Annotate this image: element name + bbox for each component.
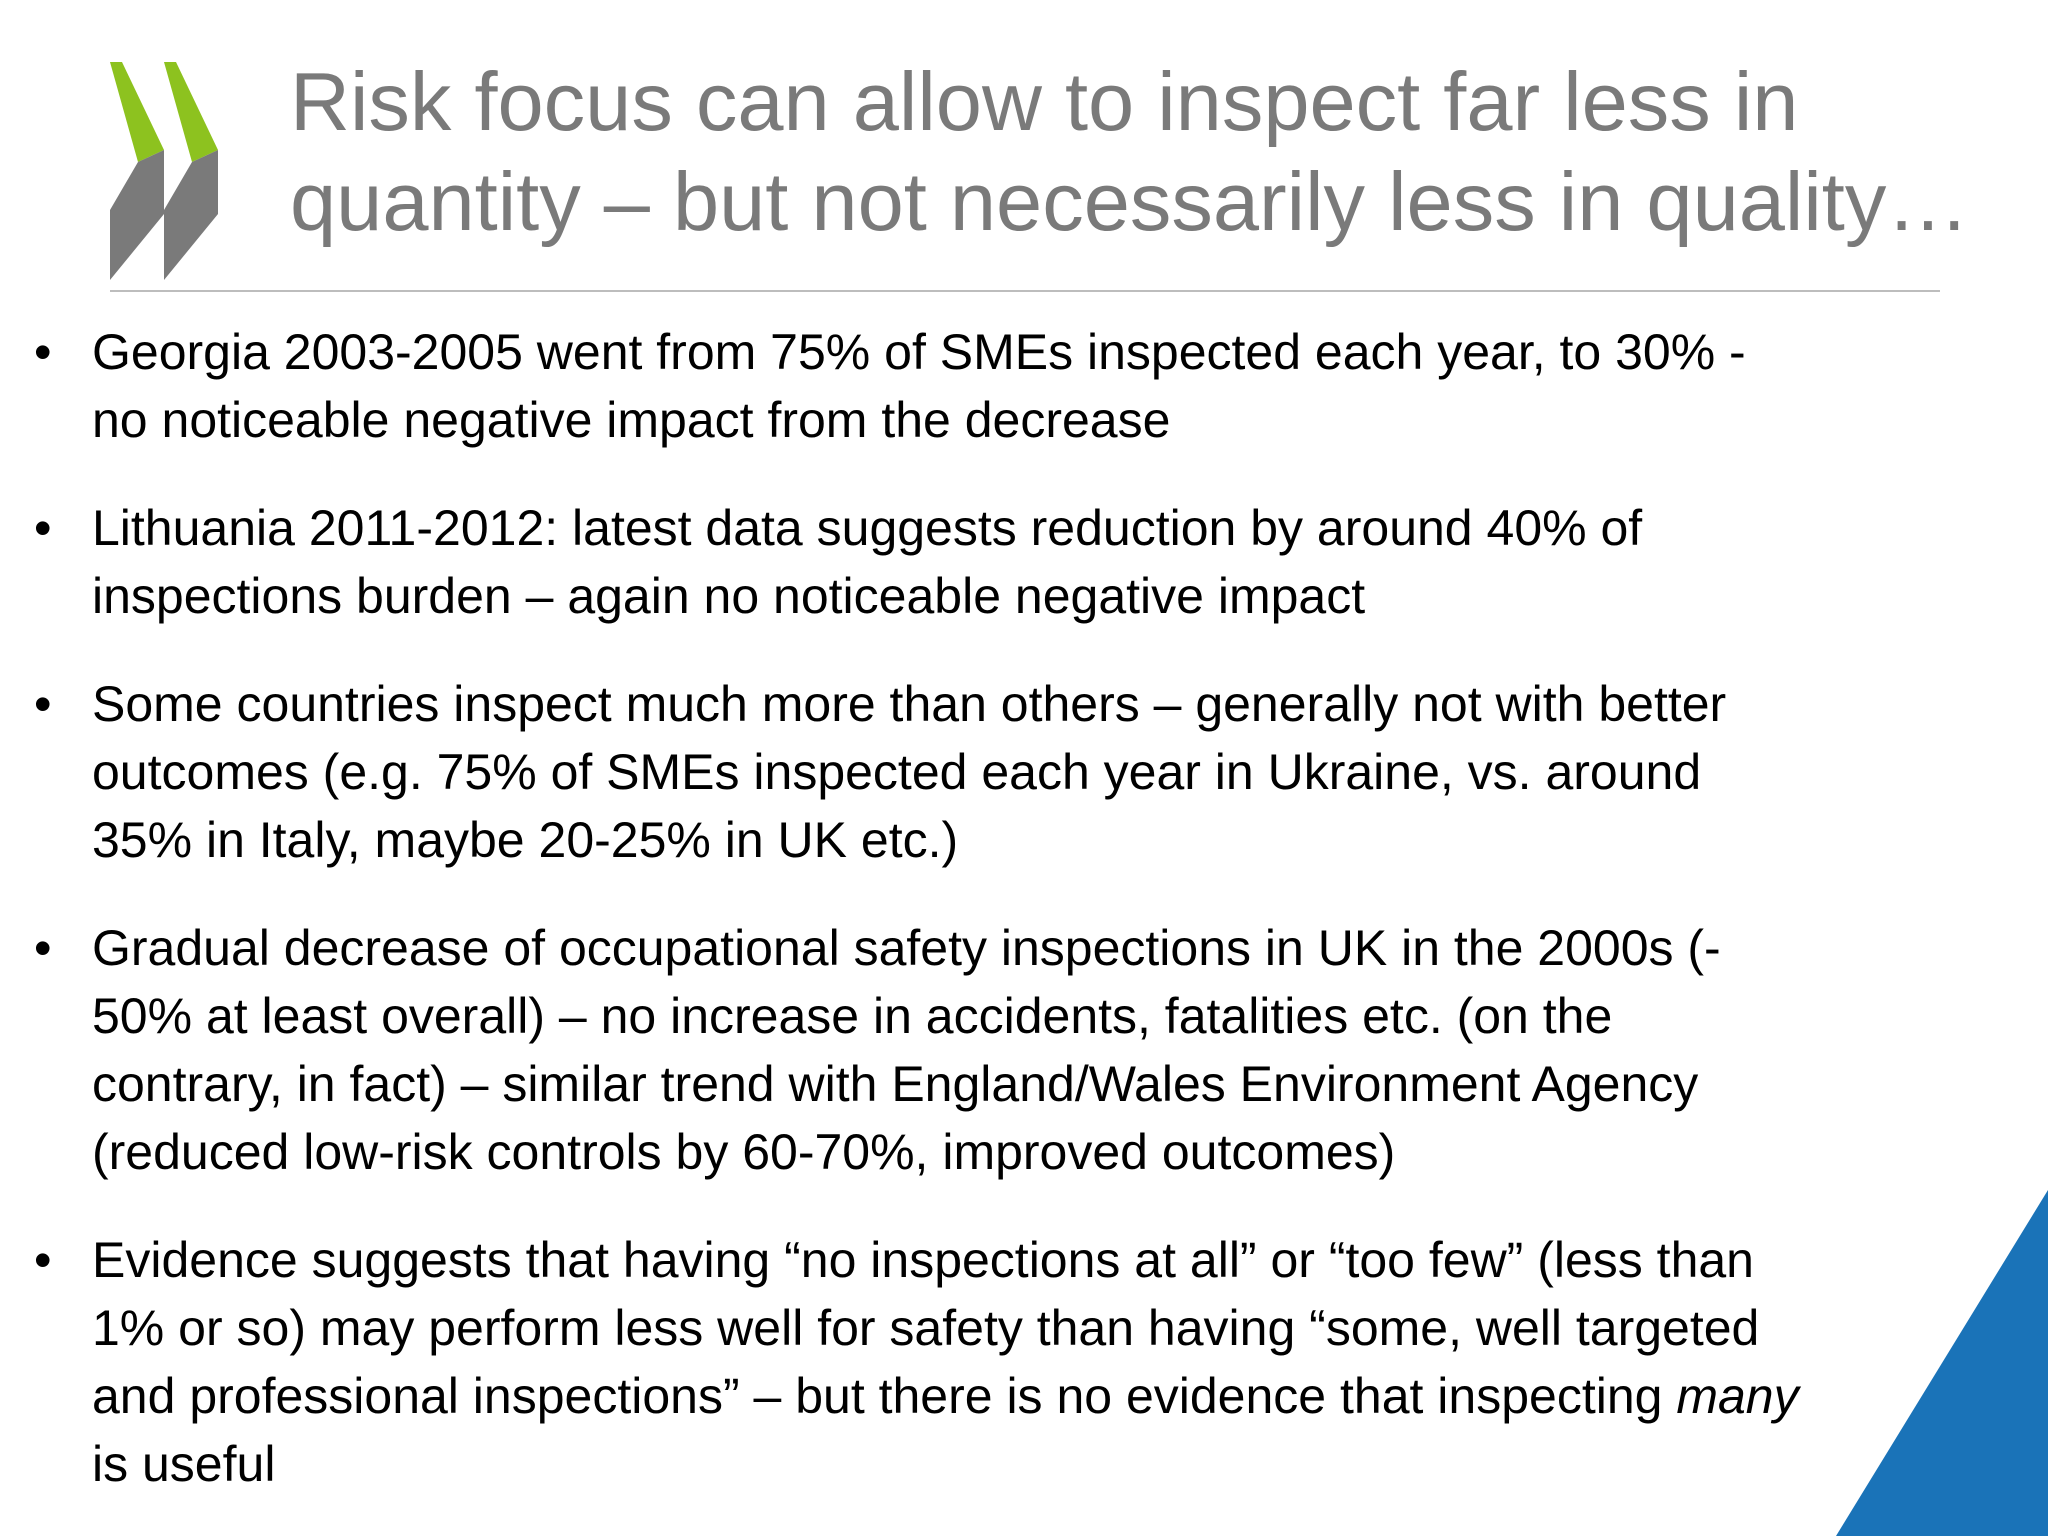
title-divider bbox=[110, 290, 1940, 292]
bullet-dot-icon: • bbox=[34, 676, 52, 732]
bullet-line: 1% or so) may perform less well for safe… bbox=[92, 1300, 1760, 1356]
bullet-text: Some countries inspect much more than ot… bbox=[92, 670, 2048, 874]
bullet-line: is useful bbox=[92, 1436, 276, 1492]
bullet-item-countries: • Some countries inspect much more than … bbox=[0, 670, 2048, 874]
bullet-line: contrary, in fact) – similar trend with … bbox=[92, 1056, 1699, 1112]
emphasis-word: many bbox=[1676, 1368, 1799, 1424]
bullet-text: Gradual decrease of occupational safety … bbox=[92, 914, 2048, 1186]
bullet-line: and professional inspections” – but ther… bbox=[92, 1362, 2048, 1430]
bullet-line: inspections burden – again no noticeable… bbox=[92, 568, 1366, 624]
bullet-line: Some countries inspect much more than ot… bbox=[92, 676, 1727, 732]
bullet-list: • Georgia 2003-2005 went from 75% of SME… bbox=[0, 318, 2048, 1538]
bullet-line: Lithuania 2011-2012: latest data suggest… bbox=[92, 500, 1643, 556]
bullet-line: 50% at least overall) – no increase in a… bbox=[92, 988, 1613, 1044]
bullet-item-evidence: • Evidence suggests that having “no insp… bbox=[0, 1226, 2048, 1498]
bullet-item-uk-decrease: • Gradual decrease of occupational safet… bbox=[0, 914, 2048, 1186]
bullet-item-georgia: • Georgia 2003-2005 went from 75% of SME… bbox=[0, 318, 2048, 454]
bullet-line-segment: and professional inspections” – but ther… bbox=[92, 1368, 1677, 1424]
bullet-dot-icon: • bbox=[34, 920, 52, 976]
bullet-line: 35% in Italy, maybe 20-25% in UK etc.) bbox=[92, 812, 959, 868]
bullet-text: Georgia 2003-2005 went from 75% of SMEs … bbox=[92, 318, 2048, 454]
bullet-line: outcomes (e.g. 75% of SMEs inspected eac… bbox=[92, 744, 1702, 800]
bullet-item-lithuania: • Lithuania 2011-2012: latest data sugge… bbox=[0, 494, 2048, 630]
title-line: quantity – but not necessarily less in q… bbox=[290, 155, 1970, 248]
title-line: Risk focus can allow to inspect far less… bbox=[290, 55, 1799, 148]
bullet-text: Evidence suggests that having “no inspec… bbox=[92, 1226, 2048, 1498]
bullet-dot-icon: • bbox=[34, 1232, 52, 1288]
bullet-text: Lithuania 2011-2012: latest data suggest… bbox=[92, 494, 2048, 630]
bullet-line: Gradual decrease of occupational safety … bbox=[92, 920, 1721, 976]
bullet-dot-icon: • bbox=[34, 500, 52, 556]
bullet-line: (reduced low-risk controls by 60-70%, im… bbox=[92, 1124, 1396, 1180]
bullet-line: Georgia 2003-2005 went from 75% of SMEs … bbox=[92, 324, 1746, 380]
slide-title: Risk focus can allow to inspect far less… bbox=[290, 52, 1990, 252]
bullet-line: Evidence suggests that having “no inspec… bbox=[92, 1232, 1754, 1288]
bullet-line: no noticeable negative impact from the d… bbox=[92, 392, 1171, 448]
bullet-dot-icon: • bbox=[34, 324, 52, 380]
oecd-chevrons-logo bbox=[110, 62, 218, 280]
